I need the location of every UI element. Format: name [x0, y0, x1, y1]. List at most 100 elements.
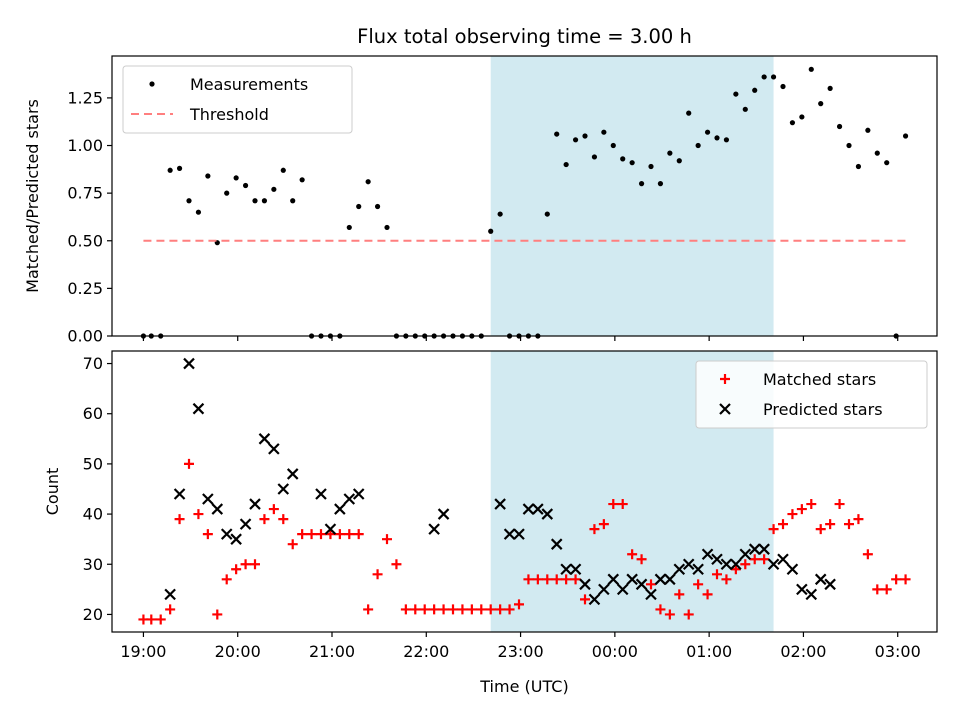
data-point: [579, 578, 591, 591]
data-point: [814, 573, 827, 586]
data-point: [825, 519, 836, 530]
data-point: [550, 538, 563, 550]
data-point: [325, 529, 336, 540]
data-point: [146, 614, 157, 625]
data-point: [233, 175, 239, 181]
data-point: [778, 519, 788, 530]
data-point: [316, 529, 326, 540]
data-point: [704, 129, 711, 135]
legend-marker: [719, 403, 731, 415]
data-point: [239, 518, 252, 530]
data-point: [815, 524, 826, 535]
data-point: [730, 558, 742, 571]
data-point: [485, 604, 496, 615]
data-point: [466, 604, 477, 615]
data-point: [259, 514, 270, 525]
data-point: [365, 179, 371, 185]
x-tick-label: 21:00: [309, 642, 355, 661]
data-point: [767, 558, 780, 571]
y-tick-label: 20: [83, 605, 103, 624]
x-tick-label: 23:00: [498, 642, 544, 661]
data-point: [437, 508, 450, 520]
data-point: [733, 91, 739, 97]
legend-label: Matched stars: [763, 370, 876, 389]
data-point: [808, 66, 814, 72]
data-point: [695, 142, 701, 149]
data-point: [419, 604, 430, 615]
y-tick-label: 30: [83, 555, 103, 574]
data-point: [714, 135, 720, 141]
data-point: [654, 573, 667, 586]
x-tick-label: 01:00: [686, 642, 732, 661]
data-point: [580, 594, 590, 605]
data-point: [184, 458, 194, 469]
data-point: [514, 599, 524, 610]
data-point: [457, 604, 468, 615]
data-point: [824, 578, 836, 591]
data-point: [268, 443, 280, 455]
data-point: [186, 198, 192, 204]
data-point: [438, 604, 449, 615]
data-point: [252, 198, 258, 204]
data-point: [287, 539, 298, 550]
data-point: [758, 543, 770, 555]
x-tick-label: 22:00: [403, 642, 449, 661]
data-point: [429, 604, 440, 615]
data-point: [780, 83, 786, 90]
data-point: [601, 129, 607, 135]
data-point: [701, 548, 714, 561]
data-point: [286, 468, 299, 480]
data-point: [476, 604, 487, 615]
data-point: [202, 529, 213, 540]
y-tick-label: 0.75: [67, 184, 103, 203]
data-point: [290, 198, 296, 204]
data-point: [636, 554, 647, 565]
data-point: [582, 133, 588, 139]
data-point: [676, 158, 682, 164]
data-point: [503, 528, 516, 540]
data-point: [277, 483, 290, 495]
legend-label: Measurements: [190, 75, 308, 94]
y-tick-label: 60: [83, 404, 103, 423]
data-point: [220, 528, 233, 540]
data-point: [629, 160, 635, 166]
data-point: [391, 559, 402, 570]
data-point: [683, 609, 694, 620]
y-tick-label: 0.50: [67, 231, 103, 250]
legend-marker: [149, 81, 155, 87]
data-point: [542, 574, 553, 585]
data-point: [884, 160, 890, 166]
data-point: [363, 604, 374, 615]
data-point: [532, 574, 543, 585]
data-point: [372, 569, 383, 580]
y-axis-label: Matched/Predicted stars: [23, 99, 42, 293]
data-point: [723, 137, 730, 143]
data-point: [278, 514, 289, 525]
data-point: [176, 165, 183, 171]
data-point: [231, 564, 242, 575]
x-tick-label: 03:00: [875, 642, 921, 661]
data-point: [513, 528, 525, 540]
axes-frame: [111, 55, 938, 337]
data-point: [523, 574, 534, 585]
data-point: [173, 488, 186, 500]
data-point: [673, 563, 686, 576]
data-point: [711, 553, 723, 566]
data-point: [532, 503, 544, 515]
data-point: [844, 519, 854, 530]
data-point: [240, 559, 251, 570]
data-point: [353, 529, 364, 540]
data-point: [315, 488, 327, 500]
data-point: [881, 584, 892, 595]
x-axis-label: Time (UTC): [479, 677, 568, 696]
data-point: [297, 529, 308, 540]
legend: Matched stars Predicted stars: [695, 360, 928, 429]
data-point: [818, 101, 824, 107]
data-point: [258, 433, 271, 445]
data-point: [862, 549, 873, 560]
data-point: [610, 142, 616, 149]
data-point: [761, 74, 767, 80]
data-point: [183, 357, 195, 370]
data-point: [752, 87, 758, 93]
